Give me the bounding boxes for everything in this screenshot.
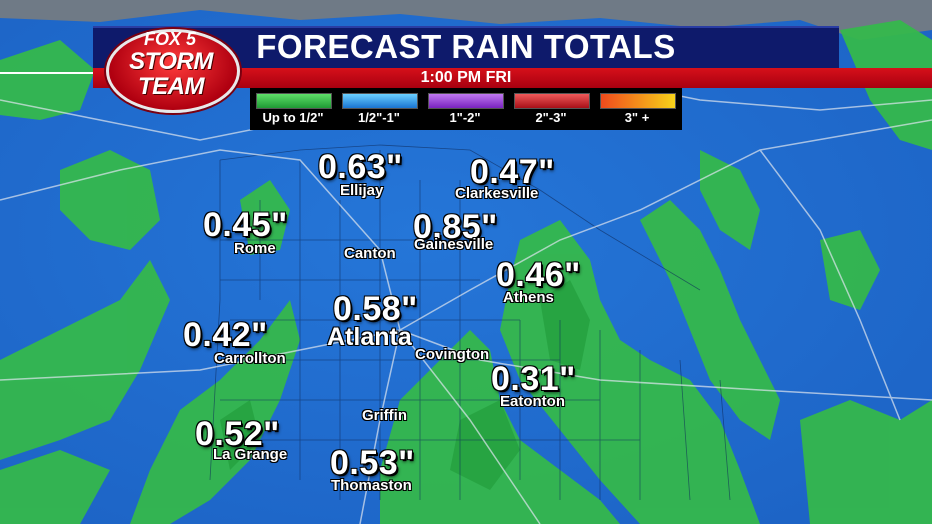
city-label: Eatonton <box>500 393 565 410</box>
header-accent-line <box>0 72 93 74</box>
city-label: Clarkesville <box>455 185 539 202</box>
legend-item: 1"-2" <box>422 88 508 130</box>
legend-swatch <box>428 93 504 109</box>
rain-total-value: 0.47" <box>470 153 555 191</box>
legend-swatch <box>342 93 418 109</box>
legend-item: 1/2"-1" <box>336 88 422 130</box>
city-label: Gainesville <box>414 236 494 253</box>
county-lines <box>209 144 731 501</box>
city-label: Griffin <box>362 407 407 424</box>
legend-swatch <box>256 93 332 109</box>
rain-total-value: 0.45" <box>203 206 288 244</box>
rain-total-value: 0.85" <box>413 208 498 246</box>
rain-total-value: 0.42" <box>183 316 268 354</box>
city-label: La Grange <box>213 446 288 463</box>
logo-storm-text: STORM <box>129 48 213 75</box>
city-label: Canton <box>344 245 396 262</box>
legend-swatch <box>600 93 676 109</box>
rain-total-value: 0.52" <box>195 415 280 453</box>
page-title: FORECAST RAIN TOTALS <box>256 28 676 65</box>
legend-swatch <box>514 93 590 109</box>
legend-item: Up to 1/2" <box>250 88 336 130</box>
timestamp-bar <box>93 68 932 88</box>
highways <box>0 79 932 524</box>
legend-item: 2"-3" <box>508 88 594 130</box>
forecast-timestamp: 1:00 PM FRI <box>420 69 512 86</box>
rain-total-value: 0.31" <box>491 360 576 398</box>
logo-fox-text: FOX 5 <box>143 29 196 49</box>
legend-label: Up to 1/2" <box>262 110 324 125</box>
legend-item: 3" + <box>594 88 680 130</box>
rain-total-value: 0.63" <box>318 148 403 186</box>
legend-label: 1/2"-1" <box>358 110 400 125</box>
city-label: Athens <box>503 289 554 306</box>
legend-label: 1"-2" <box>449 110 481 125</box>
rain-total-value: 0.53" <box>330 444 415 482</box>
legend-label: 3" + <box>624 110 650 125</box>
city-label: Rome <box>234 240 276 257</box>
rain-total-value: 0.58" <box>333 290 418 328</box>
rain-legend: Up to 1/2" 1/2"-1" 1"-2" 2"-3" 3" + <box>250 88 682 130</box>
city-label: Atlanta <box>327 323 412 351</box>
city-label: Carrollton <box>214 350 286 367</box>
city-label: Covington <box>415 346 490 363</box>
legend-label: 2"-3" <box>535 110 567 125</box>
rain-total-value: 0.46" <box>496 256 581 294</box>
city-label: Thomaston <box>331 477 412 494</box>
land-area <box>0 0 932 40</box>
city-label: Ellijay <box>340 182 384 199</box>
logo-team-text: TEAM <box>138 73 205 100</box>
station-logo <box>106 29 240 113</box>
